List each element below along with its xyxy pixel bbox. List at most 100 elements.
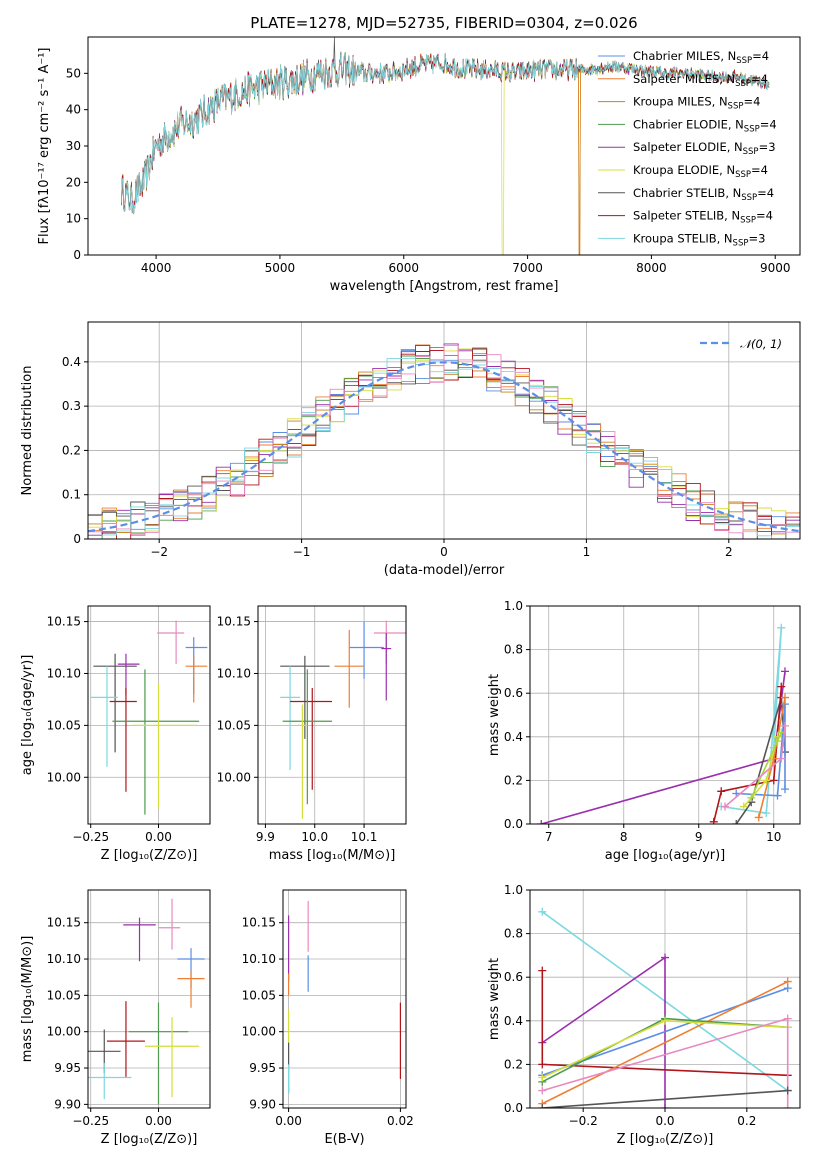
legend-entry: Chabrier MILES, NSSP=4 [633, 49, 769, 66]
x-tick-label: 7 [545, 830, 553, 844]
x-tick-label: −0.25 [72, 1114, 109, 1128]
data-point [144, 1017, 200, 1098]
y-tick-label: 0.4 [504, 730, 523, 744]
series-line [736, 704, 786, 797]
plot-area [287, 900, 402, 1094]
y-tick-label: 10.05 [242, 988, 276, 1002]
legend-entry: Salpeter STELIB, NSSP=4 [633, 209, 773, 226]
data-point [290, 688, 332, 790]
axes-frame [529, 605, 801, 825]
series-marker [739, 802, 748, 811]
data-point [177, 971, 205, 1008]
axes-frame [257, 605, 407, 825]
x-tick-label: 8000 [636, 261, 667, 275]
series-marker [717, 787, 726, 796]
series-line [542, 1089, 788, 1108]
x-axis-label: age [log₁₀(age/yr)] [605, 848, 726, 863]
x-tick-label: 10.0 [301, 830, 328, 844]
series-marker [777, 682, 786, 691]
x-axis-label: mass [log₁₀(M/M⊙)] [269, 848, 396, 863]
panel-mass-vs-Z: −0.25 0.00 9.90 9.95 10.00 10.05 10.10 10.15 Z [… [20, 889, 211, 1147]
y-tick-label: 0.8 [504, 927, 523, 941]
series-marker [732, 820, 741, 824]
series-marker [661, 1104, 669, 1108]
y-tick-label: 0.2 [62, 443, 81, 457]
series-line [541, 980, 789, 1105]
spectrum-line [121, 54, 770, 213]
series-marker [538, 907, 547, 916]
data-point [282, 669, 332, 805]
series-marker [781, 721, 789, 730]
legend-entry: Kroupa STELIB, NSSP=3 [633, 231, 765, 248]
axes-frame [529, 889, 801, 1109]
y-tick-label: 0 [73, 532, 81, 546]
x-tick-label: 10.1 [351, 830, 378, 844]
x-tick-label: 10 [766, 830, 781, 844]
legend-entry: Chabrier STELIB, NSSP=4 [633, 186, 774, 203]
legend-entry: Kroupa MILES, NSSP=4 [633, 95, 760, 112]
x-tick-label: 0.00 [275, 1114, 302, 1128]
y-tick-label: 9.95 [249, 1061, 276, 1075]
legend-entry: Chabrier ELODIE, NSSP=4 [633, 117, 777, 134]
data-point [90, 666, 118, 767]
data-point [112, 669, 200, 815]
x-tick-label: 7000 [512, 261, 543, 275]
data-point [93, 653, 137, 753]
x-tick-label: −2 [150, 545, 168, 559]
y-tick-label: 0.4 [504, 1014, 523, 1028]
series-marker [747, 793, 756, 802]
x-tick-label: 5000 [265, 261, 296, 275]
series-marker [538, 966, 547, 975]
x-axis-label: (data-model)/error [384, 563, 505, 578]
y-tick-label: 10.00 [217, 770, 251, 784]
x-tick-label: −0.25 [72, 830, 109, 844]
series-marker [783, 1014, 792, 1023]
series-marker [773, 791, 782, 800]
y-tick-label: 10.15 [47, 615, 81, 629]
data-point [157, 620, 185, 665]
series-marker [783, 1086, 792, 1095]
y-tick-label: 0.8 [504, 643, 523, 657]
y-tick-label: 0.2 [504, 773, 523, 787]
y-tick-label: 10.10 [242, 952, 276, 966]
y-tick-label: 0.1 [62, 488, 81, 502]
y-axis-label: mass weight [487, 958, 502, 1040]
x-tick-label: 0.00 [145, 830, 172, 844]
panel-weight-vs-Z: −0.2 0.0 0.2 0.0 0.2 0.4 0.6 0.8 1.0 Z [log₁₀(Z/Z… [487, 883, 801, 1147]
x-tick-label: 0.02 [387, 1114, 414, 1128]
series-marker [781, 667, 789, 676]
axes-frame [87, 321, 801, 540]
legend-entry: Salpeter MILES, NSSP=4 [633, 72, 768, 89]
y-axis-label: age [log₁₀(age/yr)] [20, 655, 35, 776]
y-tick-label: 9.95 [54, 1061, 81, 1075]
series-marker [538, 1073, 547, 1082]
data-point [158, 898, 181, 950]
y-tick-label: 10.15 [47, 916, 81, 930]
axes-frame [282, 889, 407, 1109]
x-tick-label: 0.2 [737, 1114, 756, 1128]
legend-entry: 𝒩(0, 1) [740, 337, 782, 351]
x-tick-label: 9.9 [256, 830, 275, 844]
data-point [280, 666, 300, 771]
series-marker [709, 817, 718, 824]
series-marker [661, 1016, 669, 1025]
y-tick-label: 50 [66, 66, 81, 80]
data-point [373, 620, 406, 665]
data-point [88, 1062, 132, 1100]
y-tick-label: 10.15 [217, 615, 251, 629]
y-axis-label: Normed distribution [20, 366, 35, 496]
series-marker [538, 1060, 547, 1069]
data-point [123, 917, 156, 962]
series-marker [777, 754, 786, 763]
x-tick-label: 0.0 [655, 1114, 674, 1128]
y-tick-label: 10.00 [242, 1025, 276, 1039]
y-tick-label: 0.4 [62, 355, 81, 369]
x-tick-label: 8 [620, 830, 628, 844]
series-marker [781, 693, 789, 702]
series-marker [538, 1104, 547, 1108]
axes-frame [87, 889, 211, 1109]
x-tick-label: 9 [695, 830, 703, 844]
y-axis-label: mass [log₁₀(M/M⊙)] [20, 936, 35, 1063]
axes-frame [87, 605, 211, 825]
